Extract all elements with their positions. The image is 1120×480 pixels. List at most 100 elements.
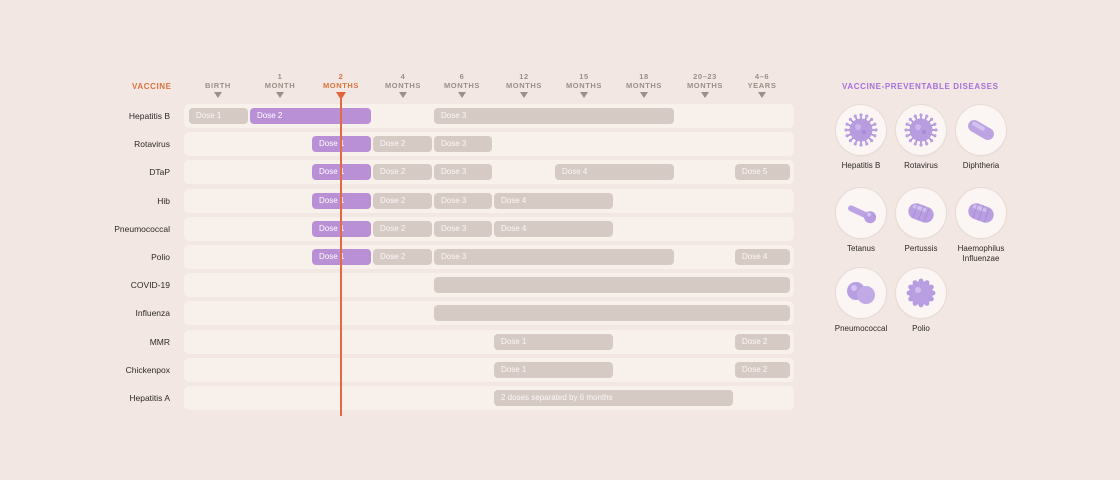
- dose-bar: Dose 5: [735, 164, 790, 181]
- disease-card: Polio: [881, 268, 961, 334]
- disease-card: Diphtheria: [941, 105, 1021, 171]
- column-arrow-icon: [640, 92, 648, 98]
- disease-name: Pneumococcal: [834, 324, 888, 333]
- round-virus-icon: [896, 268, 946, 318]
- age-column-number: 18: [639, 72, 649, 81]
- vaccine-name: COVID-19: [130, 280, 170, 291]
- age-column-header: 15 MONTHS: [552, 68, 616, 90]
- dose-bar: Dose 2: [373, 136, 432, 153]
- schedule-row: [184, 357, 794, 382]
- age-column-header: 18 MONTHS: [612, 68, 676, 90]
- vaccine-name: DTaP: [149, 167, 170, 178]
- age-column-header: 12 MONTHS: [492, 68, 556, 90]
- column-arrow-icon: [276, 92, 284, 98]
- age-column-unit: MONTHS: [322, 81, 360, 90]
- dose-bar: Dose 2: [373, 164, 432, 181]
- age-column-number: 20–23: [693, 72, 717, 81]
- column-arrow-icon: [580, 92, 588, 98]
- spiky-virus-icon: [896, 105, 946, 155]
- age-column-unit: MONTHS: [443, 81, 481, 90]
- disease-card: Rotavirus: [881, 105, 961, 171]
- age-column-number: 12: [519, 72, 529, 81]
- dose-bar: Dose 2: [735, 361, 790, 378]
- disease-name: Diphtheria: [962, 161, 1000, 170]
- dose-bar: Dose 1: [494, 333, 613, 350]
- column-arrow-icon: [701, 92, 709, 98]
- club-bacterium-icon: [836, 188, 886, 238]
- dose-bar: Dose 2: [373, 249, 432, 265]
- vaccine-name: Chickenpox: [125, 364, 170, 375]
- age-column-unit: MONTHS: [625, 81, 663, 90]
- vaccine-name: Influenza: [135, 308, 171, 319]
- diseases-panel-title: VACCINE-PREVENTABLE DISEASES: [842, 82, 999, 91]
- dose-bar: Dose 2: [250, 108, 371, 124]
- vaccine-name: MMR: [149, 336, 170, 347]
- age-column-header: 4–6 YEARS: [730, 68, 794, 90]
- age-column-header: 1 MONTH: [248, 68, 312, 90]
- dose-bar: Dose 3: [434, 108, 674, 124]
- capsule-bacterium-icon: [956, 188, 1006, 238]
- age-column-unit: MONTH: [264, 81, 296, 90]
- dose-bar: [434, 277, 790, 294]
- dose-bar: Dose 2: [373, 192, 432, 209]
- schedule-row: [184, 329, 794, 354]
- dose-bar: Dose 3: [434, 192, 492, 209]
- disease-name: Hepatitis B: [841, 161, 881, 170]
- age-column-unit: MONTHS: [384, 81, 422, 90]
- age-column-number: 4–6: [754, 72, 770, 81]
- disease-card: Hepatitis B: [821, 105, 901, 171]
- age-column-unit: MONTHS: [565, 81, 603, 90]
- dose-bar: Dose 4: [735, 249, 790, 265]
- dose-bar: Dose 4: [494, 220, 613, 237]
- age-column-unit: MONTHS: [505, 81, 543, 90]
- dose-bar: Dose 2: [373, 220, 432, 237]
- dose-bar: Dose 4: [555, 164, 674, 181]
- vaccine-name: Hepatitis B: [128, 111, 170, 121]
- dose-bar: Dose 2: [735, 333, 790, 350]
- dose-bar: Dose 3: [434, 220, 492, 237]
- age-column-unit: BIRTH: [205, 81, 231, 90]
- age-column-header: 6 MONTHS: [430, 68, 494, 90]
- column-arrow-icon: [458, 92, 466, 98]
- age-column-unit: YEARS: [747, 81, 777, 90]
- age-column-header: 20–23 MONTHS: [673, 68, 737, 90]
- vaccine-name: Pneumococcal: [114, 223, 170, 234]
- dose-bar: Dose 1: [189, 108, 248, 124]
- disease-card: Tetanus: [821, 188, 901, 254]
- vaccine-name: Polio: [151, 252, 170, 262]
- vaccine-name: Hib: [157, 195, 170, 206]
- disease-card: Pertussis: [881, 188, 961, 254]
- vaccine-name: Rotavirus: [134, 139, 170, 150]
- column-arrow-icon: [214, 92, 222, 98]
- disease-name: Polio: [912, 324, 930, 333]
- column-arrow-icon: [520, 92, 528, 98]
- age-column-number: 1: [277, 72, 283, 81]
- vaccine-column-header: VACCINE: [132, 82, 172, 91]
- age-column-number: 15: [579, 72, 589, 81]
- column-arrow-icon: [758, 92, 766, 98]
- capsule-bacterium-icon: [896, 188, 946, 238]
- current-age-indicator-line: [340, 96, 342, 416]
- dose-bar: [434, 305, 790, 322]
- vaccine-name: Hepatitis A: [129, 393, 170, 403]
- dose-bar: Dose 3: [434, 164, 492, 181]
- age-column-number: 4: [400, 72, 406, 81]
- age-column-header: 2 MONTHS: [309, 68, 373, 90]
- disease-name: Haemophilus Influenzae: [957, 244, 1005, 263]
- disease-name: Tetanus: [846, 244, 876, 253]
- dose-bar: Dose 3: [434, 249, 674, 265]
- age-column-header: BIRTH: [186, 68, 250, 90]
- rod-bacterium-icon: [956, 105, 1006, 155]
- dose-bar: Dose 1: [494, 361, 613, 378]
- dose-bar: Dose 4: [494, 192, 613, 209]
- age-column-unit: MONTHS: [686, 81, 724, 90]
- age-column-number: 6: [459, 72, 465, 81]
- dose-bar: 2 doses separated by 6 months: [494, 390, 733, 406]
- dose-bar: Dose 3: [434, 136, 492, 153]
- age-column-number: 2: [338, 72, 344, 81]
- disease-name: Pertussis: [904, 244, 938, 253]
- disease-card: Pneumococcal: [821, 268, 901, 334]
- disease-name: Rotavirus: [904, 161, 938, 170]
- age-column-header: 4 MONTHS: [371, 68, 435, 90]
- diplococcus-icon: [836, 268, 886, 318]
